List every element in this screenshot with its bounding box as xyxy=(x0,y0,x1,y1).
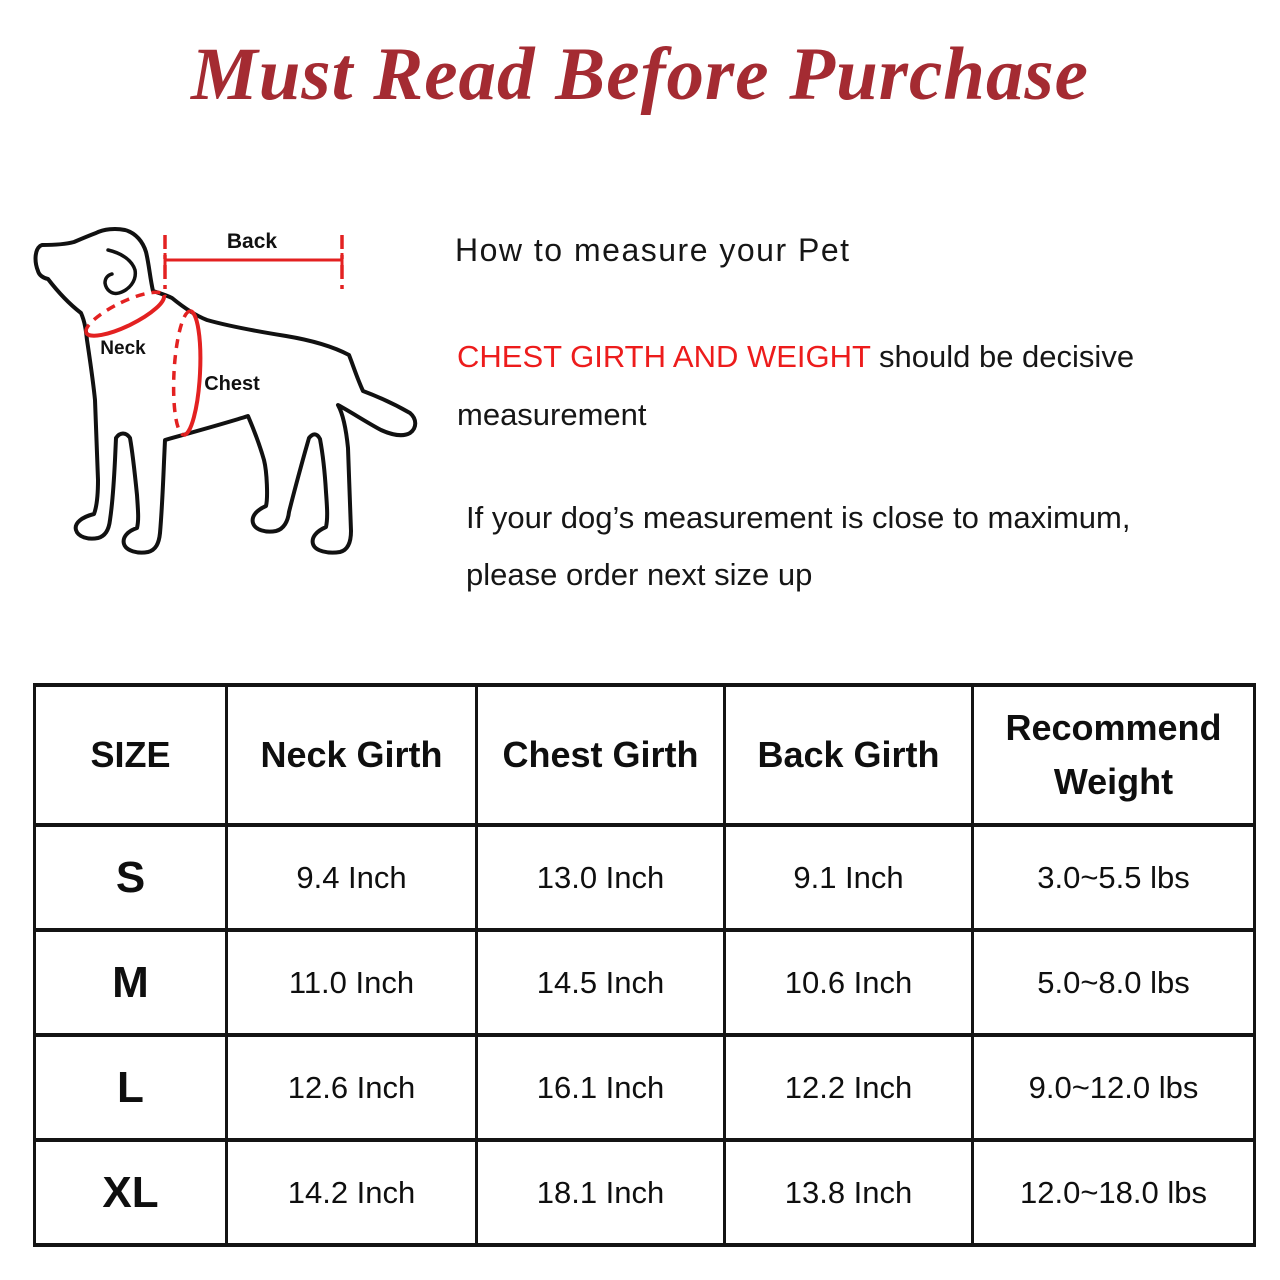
neck-girth-ellipse xyxy=(84,290,166,338)
how-to-measure-heading: How to measure your Pet xyxy=(455,232,851,268)
xl-neck: 14.2 Inch xyxy=(225,1138,478,1247)
decisive-measurement-line: CHEST GIRTH AND WEIGHT should be decisiv… xyxy=(457,339,1134,375)
m-back: 10.6 Inch xyxy=(723,928,974,1037)
dog-measurement-diagram: Back Neck Chest xyxy=(33,227,418,555)
chest-girth-weight-emphasis: CHEST GIRTH AND WEIGHT xyxy=(457,339,871,374)
m-neck: 11.0 Inch xyxy=(225,928,478,1037)
m-weight: 5.0~8.0 lbs xyxy=(971,928,1256,1037)
s-chest: 13.0 Inch xyxy=(475,823,726,932)
back-label: Back xyxy=(227,230,278,253)
dog-outline xyxy=(33,227,418,555)
header-chest-girth: Chest Girth xyxy=(475,683,726,827)
s-back: 9.1 Inch xyxy=(723,823,974,932)
table-header-row: SIZE Neck Girth Chest Girth Back Girth R… xyxy=(33,683,1256,827)
size-s: S xyxy=(33,823,228,932)
s-weight: 3.0~5.5 lbs xyxy=(971,823,1256,932)
size-chart-table: SIZE Neck Girth Chest Girth Back Girth R… xyxy=(33,683,1256,1247)
page-title: Must Read Before Purchase xyxy=(191,33,1089,116)
table-row-l: L 12.6 Inch 16.1 Inch 12.2 Inch 9.0~12.0… xyxy=(33,1033,1256,1142)
xl-size: XL xyxy=(33,1138,228,1247)
size-up-note-line1: If your dog’s measurement is close to ma… xyxy=(466,500,1131,535)
xl-chest: 18.1 Inch xyxy=(475,1138,726,1247)
table-row-xl: XL 14.2 Inch 18.1 Inch 13.8 Inch 12.0~18… xyxy=(33,1138,1256,1247)
measurement-word: measurement xyxy=(457,397,647,432)
l-chest: 16.1 Inch xyxy=(475,1033,726,1142)
chest-label: Chest xyxy=(204,373,260,395)
xl-back: 13.8 Inch xyxy=(723,1138,974,1247)
s-neck: 9.4 Inch xyxy=(225,823,478,932)
l-back: 12.2 Inch xyxy=(723,1033,974,1142)
decisive-text: should be decisive xyxy=(870,339,1135,374)
xl-weight: 12.0~18.0 lbs xyxy=(971,1138,1256,1247)
neck-label: Neck xyxy=(100,338,146,359)
dog-ear-inner-line xyxy=(103,248,138,296)
header-size: SIZE xyxy=(33,683,228,827)
table-row-m: M 11.0 Inch 14.5 Inch 10.6 Inch 5.0~8.0 … xyxy=(33,928,1256,1037)
header-recommend-weight: Recommend Weight xyxy=(971,683,1256,827)
header-back-girth: Back Girth xyxy=(723,683,974,827)
l-weight: 9.0~12.0 lbs xyxy=(971,1033,1256,1142)
l-neck: 12.6 Inch xyxy=(225,1033,478,1142)
table-row-s: S 9.4 Inch 13.0 Inch 9.1 Inch 3.0~5.5 lb… xyxy=(33,823,1256,932)
m-size: M xyxy=(33,928,228,1037)
header-neck-girth: Neck Girth xyxy=(225,683,478,827)
m-chest: 14.5 Inch xyxy=(475,928,726,1037)
chest-girth-ellipse xyxy=(171,309,203,437)
size-up-note-line2: please order next size up xyxy=(466,557,813,592)
l-size: L xyxy=(33,1033,228,1142)
